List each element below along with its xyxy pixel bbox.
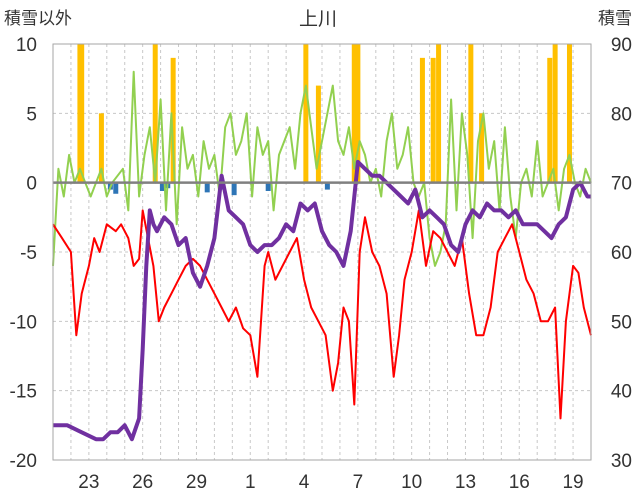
x-tick-label: 16 (509, 472, 530, 493)
series-line-1 (52, 209, 592, 420)
bar-4 (324, 182, 330, 190)
bar-3 (436, 44, 442, 183)
bar-3 (98, 113, 104, 183)
left-tick-label: 0 (26, 174, 37, 195)
right-tick-label: 30 (611, 451, 632, 472)
x-tick-label: 13 (455, 472, 476, 493)
series-line-2 (53, 159, 591, 442)
bar-3 (479, 113, 485, 183)
bar-3 (170, 57, 176, 183)
bar-3 (552, 44, 558, 183)
right-tick-labels: 90 80 70 60 50 40 30 (611, 35, 632, 472)
bar-3 (79, 44, 85, 183)
bar-3 (419, 57, 425, 183)
right-tick-label: 70 (611, 174, 632, 195)
bar-3 (547, 57, 553, 183)
bar-3 (355, 44, 361, 183)
bar-3 (430, 57, 436, 183)
left-tick-label: -15 (10, 382, 37, 403)
right-tick-label: 40 (611, 382, 632, 403)
x-tick-label: 29 (186, 472, 207, 493)
x-tick-label: 26 (132, 472, 153, 493)
x-tick-label: 7 (353, 472, 364, 493)
left-tick-label: -5 (20, 243, 37, 264)
bar-3 (152, 44, 158, 183)
right-tick-label: 50 (611, 312, 632, 333)
bar-4 (265, 182, 271, 191)
right-tick-label: 80 (611, 104, 632, 125)
x-tick-label: 1 (245, 472, 256, 493)
bar-4 (113, 182, 119, 194)
right-axis-title: 積雪 (598, 9, 632, 28)
bar-3 (315, 85, 321, 183)
bar-4 (231, 182, 237, 196)
left-axis-title: 積雪以外 (4, 9, 72, 28)
bar-4 (204, 182, 210, 193)
left-tick-labels: 10 5 0 -5 -10 -15 -20 (10, 35, 37, 472)
line-series (52, 70, 592, 442)
bar-series (77, 44, 572, 196)
bar-3 (468, 44, 474, 183)
x-tick-label: 10 (401, 472, 422, 493)
left-tick-label: -20 (10, 451, 37, 472)
left-tick-label: 10 (16, 35, 37, 56)
plot-frame (52, 43, 592, 461)
x-tick-label: 23 (78, 472, 99, 493)
left-tick-label: 5 (26, 104, 37, 125)
grid-lines (53, 43, 591, 461)
bar-3 (351, 44, 357, 183)
right-tick-label: 90 (611, 35, 632, 56)
x-tick-labels: 23 26 29 1 4 7 10 13 16 19 (78, 472, 583, 493)
right-tick-label: 60 (611, 243, 632, 264)
bar-3 (566, 44, 572, 183)
plot-border (52, 43, 592, 461)
bar-3 (303, 44, 309, 183)
x-tick-label: 4 (299, 472, 310, 493)
left-tick-label: -10 (10, 312, 37, 333)
x-tick-label: 19 (562, 472, 583, 493)
chart-title: 上川 (299, 8, 337, 30)
bar-4 (159, 182, 165, 191)
